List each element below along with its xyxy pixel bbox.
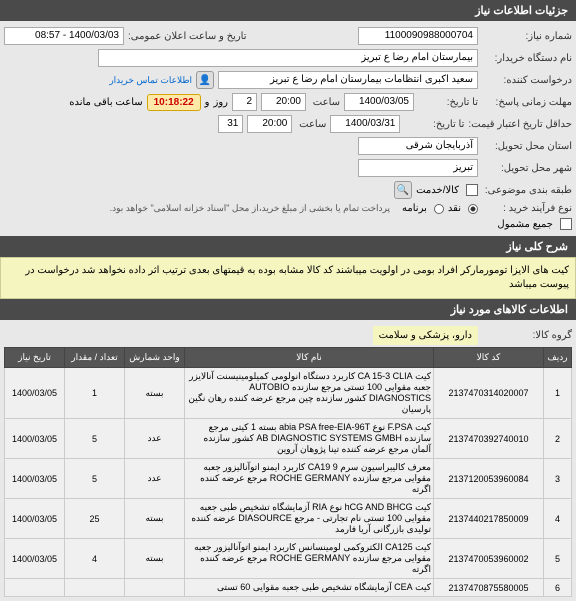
table-row: 52137470053960002کیت CA125 الکتروکمی لوم…	[5, 539, 572, 579]
cell-unit: عدد	[125, 459, 185, 499]
label-pub-date: تاریخ و ساعت اعلان عمومی:	[128, 31, 247, 42]
field-requester: سعید اکبری انتظامات بیمارستان امام رضا ع…	[218, 71, 478, 89]
label-requester-name: درخواست کننده:	[482, 75, 572, 86]
radio-cash[interactable]	[468, 204, 478, 214]
category-search-button[interactable]: 🔍	[394, 181, 412, 199]
buyer-info-link[interactable]: اطلاعات تماس خریدار	[109, 75, 192, 86]
cell-code: 2137470053960002	[434, 539, 544, 579]
th-qty: تعداد / مقدار	[65, 348, 125, 368]
label-plan: برنامه	[402, 203, 427, 214]
label-time2: ساعت	[296, 119, 326, 130]
section-header-general: شرح کلی نیاز	[0, 236, 576, 257]
table-row: 12137470314020007کیت CA 15-3 CLIA کاربرد…	[5, 368, 572, 419]
buyer-info-button[interactable]: 👤	[196, 71, 214, 89]
cell-n: 4	[544, 499, 572, 539]
cell-qty: 5	[65, 419, 125, 459]
cell-date	[5, 579, 65, 597]
th-name: نام کالا	[185, 348, 434, 368]
checkbox-category[interactable]	[466, 184, 478, 196]
section-header-items: اطلاعات کالاهای مورد نیاز	[0, 299, 576, 320]
field-deadline-date: 1400/03/05	[344, 93, 414, 111]
radio-plan[interactable]	[434, 204, 444, 214]
cell-qty: 4	[65, 539, 125, 579]
th-code: کد کالا	[434, 348, 544, 368]
cell-n: 5	[544, 539, 572, 579]
label-until: تا تاریخ:	[418, 97, 478, 108]
cell-name: کیت F.PSA نوع abia PSA free-EIA-96T بسته…	[185, 419, 434, 459]
details-panel: شماره نیاز: 1100090988000704 تاریخ و ساع…	[0, 21, 576, 236]
field-group: دارو، پزشکی و سلامت	[373, 326, 478, 345]
table-row: 62137470875580005کیت CEA آزمایشگاه تشخیص…	[5, 579, 572, 597]
label-buyer: نام دستگاه خریدار:	[482, 53, 572, 64]
field-credit-time: 20:00	[247, 115, 292, 133]
items-panel: گروه کالا: دارو، پزشکی و سلامت ردیف کد ک…	[0, 320, 576, 601]
label-until2: تا تاریخ:	[404, 119, 464, 130]
cell-name: کیت hCG AND BHCG نوع RIA آزمایشگاه تشخیص…	[185, 499, 434, 539]
cell-unit: بسته	[125, 499, 185, 539]
cell-qty: 5	[65, 459, 125, 499]
cell-code: 2137440217850009	[434, 499, 544, 539]
cell-unit: بسته	[125, 368, 185, 419]
plan-note: پرداخت تمام یا بخشی از مبلغ خرید،از محل …	[110, 203, 390, 214]
field-credit-date: 1400/03/31	[330, 115, 400, 133]
items-table: ردیف کد کالا نام کالا واحد شمارش تعداد /…	[4, 347, 572, 597]
field-days: 2	[232, 93, 257, 111]
label-time-remain: ساعت باقی مانده	[69, 97, 142, 108]
cell-code: 2137470392740010	[434, 419, 544, 459]
cell-date: 1400/03/05	[5, 419, 65, 459]
section-header-details: جزئیات اطلاعات نیاز	[0, 0, 576, 21]
table-row: 32137120053960084معرف کالیبراسیون سرم CA…	[5, 459, 572, 499]
label-need-no: شماره نیاز:	[482, 31, 572, 42]
cell-name: کیت CEA آزمایشگاه تشخیص طبی جعبه مقوایی …	[185, 579, 434, 597]
label-credit: حداقل تاریخ اعتبار قیمت:	[468, 119, 572, 130]
th-unit: واحد شمارش	[125, 348, 185, 368]
field-need-no: 1100090988000704	[358, 27, 478, 45]
label-group: گروه کالا:	[482, 330, 572, 341]
cell-unit	[125, 579, 185, 597]
field-buyer: بیمارستان امام رضا ع تبریز	[98, 49, 478, 67]
label-deadline: مهلت زمانی پاسخ:	[482, 97, 572, 108]
cell-unit: بسته	[125, 539, 185, 579]
cell-qty: 25	[65, 499, 125, 539]
label-days-word: روز	[214, 97, 229, 108]
label-cash: نقد	[448, 203, 461, 214]
label-delivery: کالا/خدمت	[416, 185, 459, 196]
label-and: و	[205, 97, 210, 108]
cell-date: 1400/03/05	[5, 499, 65, 539]
table-row: 42137440217850009کیت hCG AND BHCG نوع RI…	[5, 499, 572, 539]
cell-name: کیت CA 15-3 CLIA کاربرد دستگاه انولومی ک…	[185, 368, 434, 419]
countdown-timer: 10:18:22	[147, 94, 201, 111]
field-pub-date: 1400/03/03 - 08:57	[4, 27, 124, 45]
label-overall: جمیع مشمول	[497, 219, 553, 230]
cell-qty	[65, 579, 125, 597]
field-city: تبریز	[358, 159, 478, 177]
field-deadline-time: 20:00	[261, 93, 306, 111]
label-process: نوع فرآیند خرید :	[482, 203, 572, 214]
cell-code: 2137120053960084	[434, 459, 544, 499]
cell-qty: 1	[65, 368, 125, 419]
cell-code: 2137470314020007	[434, 368, 544, 419]
cell-n: 6	[544, 579, 572, 597]
checkbox-overall[interactable]	[560, 218, 572, 230]
cell-name: معرف کالیبراسیون سرم CA19 9 کاربرد ایمنو…	[185, 459, 434, 499]
label-time1: ساعت	[310, 97, 340, 108]
label-province: استان محل تحویل:	[482, 141, 572, 152]
cell-name: کیت CA125 الکتروکمی لومینسانس کاربرد ایم…	[185, 539, 434, 579]
field-province: آذربایجان شرقی	[358, 137, 478, 155]
cell-n: 2	[544, 419, 572, 459]
label-city: شهر محل تحویل:	[482, 163, 572, 174]
cell-date: 1400/03/05	[5, 368, 65, 419]
cell-code: 2137470875580005	[434, 579, 544, 597]
cell-unit: عدد	[125, 419, 185, 459]
th-row: ردیف	[544, 348, 572, 368]
table-row: 22137470392740010کیت F.PSA نوع abia PSA …	[5, 419, 572, 459]
cell-n: 3	[544, 459, 572, 499]
cell-n: 1	[544, 368, 572, 419]
general-description: کیت های الایزا تومورمارکر افراد بومی در …	[0, 257, 576, 299]
th-date: تاریخ نیاز	[5, 348, 65, 368]
cell-date: 1400/03/05	[5, 459, 65, 499]
field-credit-day: 31	[218, 115, 243, 133]
label-category: طبقه بندی موضوعی:	[482, 185, 572, 196]
cell-date: 1400/03/05	[5, 539, 65, 579]
